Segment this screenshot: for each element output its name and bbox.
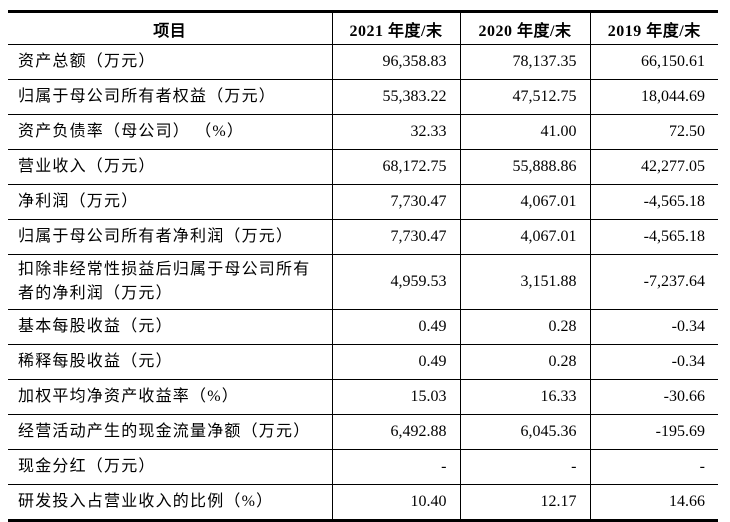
- row-value: 55,383.22: [331, 79, 461, 115]
- row-label: 资产总额（万元）: [8, 44, 333, 80]
- header-cell-2019: 2019 年度/末: [589, 11, 718, 45]
- row-label: 加权平均净资产收益率（%）: [8, 379, 333, 415]
- row-value: 78,137.35: [459, 44, 591, 80]
- row-label: 归属于母公司所有者权益（万元）: [8, 79, 333, 115]
- financial-summary-table-wrap: 项目 2021 年度/末 2020 年度/末 2019 年度/末 资产总额（万元…: [8, 10, 718, 522]
- row-value: 18,044.69: [589, 79, 718, 115]
- row-value: 12.17: [459, 484, 591, 521]
- row-value: 6,492.88: [331, 414, 461, 450]
- header-cell-2021: 2021 年度/末: [331, 11, 461, 45]
- row-label: 研发投入占营业收入的比例（%）: [8, 484, 333, 521]
- table-row: 基本每股收益（元） 0.49 0.28 -0.34: [8, 309, 718, 345]
- row-value: -0.34: [589, 309, 718, 345]
- table-row: 经营活动产生的现金流量净额（万元） 6,492.88 6,045.36 -195.69: [8, 414, 718, 450]
- table-body: 资产总额（万元） 96,358.83 78,137.35 66,150.61 归属于母公…: [8, 44, 718, 521]
- row-value: 3,151.88: [459, 254, 591, 310]
- table-row: 营业收入（万元） 68,172.75 55,888.86 42,277.05: [8, 149, 718, 185]
- row-label: 净利润（万元）: [8, 184, 333, 220]
- row-label: 现金分红（万元）: [8, 449, 333, 485]
- row-label: 稀释每股收益（元）: [8, 344, 333, 380]
- row-label: 经营活动产生的现金流量净额（万元）: [8, 414, 333, 450]
- table-row: 现金分红（万元） - - -: [8, 449, 718, 485]
- row-value: 42,277.05: [589, 149, 718, 185]
- header-row: 项目 2021 年度/末 2020 年度/末 2019 年度/末: [8, 11, 718, 45]
- table-row: 归属于母公司所有者权益（万元） 55,383.22 47,512.75 18,044.…: [8, 79, 718, 115]
- row-value: -30.66: [589, 379, 718, 415]
- table-row: 资产总额（万元） 96,358.83 78,137.35 66,150.61: [8, 44, 718, 80]
- table-row: 资产负债率（母公司） （%） 32.33 41.00 72.50: [8, 114, 718, 150]
- row-value: 7,730.47: [331, 219, 461, 255]
- row-label: 基本每股收益（元）: [8, 309, 333, 345]
- table-row: 稀释每股收益（元） 0.49 0.28 -0.34: [8, 344, 718, 380]
- row-value: 0.28: [459, 309, 591, 345]
- table-row: 研发投入占营业收入的比例（%） 10.40 12.17 14.66: [8, 484, 718, 521]
- row-value: 6,045.36: [459, 414, 591, 450]
- row-value: 16.33: [459, 379, 591, 415]
- row-value: 4,067.01: [459, 219, 591, 255]
- financial-summary-table: 项目 2021 年度/末 2020 年度/末 2019 年度/末 资产总额（万元…: [8, 10, 718, 522]
- row-value: -4,565.18: [589, 184, 718, 220]
- row-value: 0.28: [459, 344, 591, 380]
- row-value: 10.40: [331, 484, 461, 521]
- row-value: 47,512.75: [459, 79, 591, 115]
- row-value: 41.00: [459, 114, 591, 150]
- row-label: 营业收入（万元）: [8, 149, 333, 185]
- row-value: -195.69: [589, 414, 718, 450]
- row-value: -: [459, 449, 591, 485]
- table-row: 归属于母公司所有者净利润（万元） 7,730.47 4,067.01 -4,565.1…: [8, 219, 718, 255]
- row-label: 归属于母公司所有者净利润（万元）: [8, 219, 333, 255]
- row-value: 4,067.01: [459, 184, 591, 220]
- header-cell-2020: 2020 年度/末: [459, 11, 591, 45]
- header-cell-item: 项目: [8, 11, 333, 45]
- row-value: 55,888.86: [459, 149, 591, 185]
- row-value: 0.49: [331, 309, 461, 345]
- table-row: 净利润（万元） 7,730.47 4,067.01 -4,565.18: [8, 184, 718, 220]
- row-value: 0.49: [331, 344, 461, 380]
- row-label: 资产负债率（母公司） （%）: [8, 114, 333, 150]
- row-label: 扣除非经常性损益后归属于母公司所有者的净利润（万元）: [8, 254, 333, 310]
- table-header: 项目 2021 年度/末 2020 年度/末 2019 年度/末: [8, 11, 718, 45]
- table-row: 加权平均净资产收益率（%） 15.03 16.33 -30.66: [8, 379, 718, 415]
- row-value: 7,730.47: [331, 184, 461, 220]
- row-value: 14.66: [589, 484, 718, 521]
- table-row: 扣除非经常性损益后归属于母公司所有者的净利润（万元） 4,959.53 3,151.…: [8, 254, 718, 310]
- row-value: 72.50: [589, 114, 718, 150]
- row-value: 66,150.61: [589, 44, 718, 80]
- row-value: -: [589, 449, 718, 485]
- row-value: 15.03: [331, 379, 461, 415]
- row-value: 68,172.75: [331, 149, 461, 185]
- row-value: -4,565.18: [589, 219, 718, 255]
- row-value: 96,358.83: [331, 44, 461, 80]
- row-value: -: [331, 449, 461, 485]
- row-value: 4,959.53: [331, 254, 461, 310]
- row-value: 32.33: [331, 114, 461, 150]
- row-value: -7,237.64: [589, 254, 718, 310]
- row-value: -0.34: [589, 344, 718, 380]
